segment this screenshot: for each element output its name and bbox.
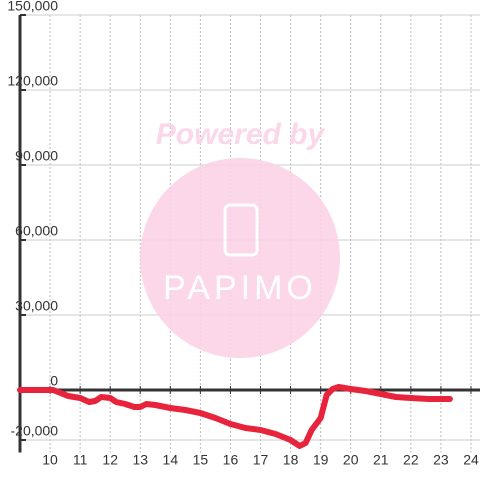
- watermark-phone: [223, 203, 259, 257]
- y-tick-label: 150,000: [7, 0, 58, 14]
- watermark-circle: [140, 158, 340, 358]
- x-tick-label: 12: [102, 452, 118, 468]
- y-tick-label: -20,000: [11, 423, 59, 439]
- watermark-logo: PAPIMO: [163, 269, 317, 307]
- x-tick-label: 18: [283, 452, 299, 468]
- y-tick-label: 30,000: [15, 298, 58, 314]
- x-tick-label: 10: [42, 452, 58, 468]
- y-tick-label: 90,000: [15, 148, 58, 164]
- watermark-text: Powered by: [156, 118, 326, 151]
- y-tick-label: 0: [50, 373, 58, 389]
- x-tick-label: 16: [223, 452, 239, 468]
- x-tick-label: 13: [132, 452, 148, 468]
- y-tick-label: 120,000: [7, 73, 58, 89]
- watermark: Powered by PAPIMO: [140, 118, 340, 358]
- x-tick-label: 15: [193, 452, 209, 468]
- x-tick-label: 19: [313, 452, 329, 468]
- data-line: [17, 384, 453, 449]
- y-tick-label: 60,000: [15, 223, 58, 239]
- x-tick-label: 17: [253, 452, 269, 468]
- x-tick-label: 11: [73, 452, 88, 468]
- x-tick-label: 21: [373, 452, 389, 468]
- x-tick-label: 22: [403, 452, 419, 468]
- x-tick-label: 23: [433, 452, 449, 468]
- x-tick-label: 20: [343, 452, 359, 468]
- x-tick-label: 24: [463, 452, 479, 468]
- x-tick-label: 14: [163, 452, 179, 468]
- plot: 10 11 12 13 14 15 16 17 18 19 20 21 22 23 24 -20,000 0 30…: [7, 0, 480, 468]
